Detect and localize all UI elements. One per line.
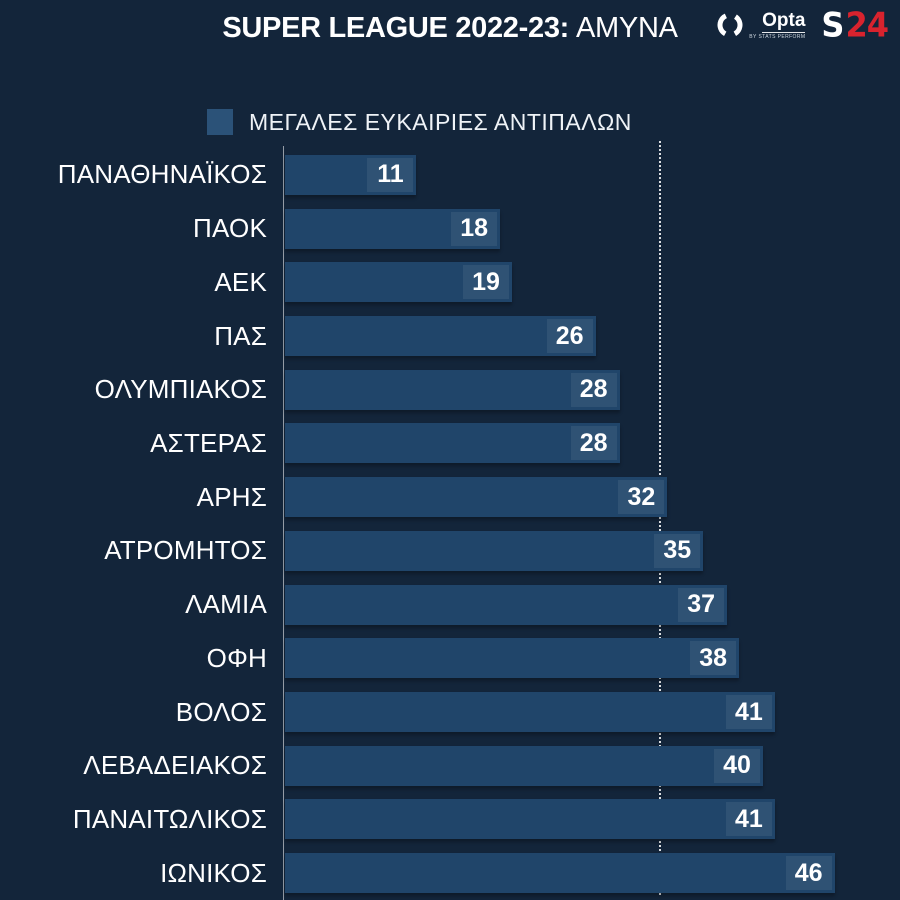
team-label: ΛΕΒΑΔΕΙΑΚΟΣ bbox=[83, 750, 267, 781]
bar-track: 32 bbox=[284, 477, 900, 518]
s24-logo-s: S bbox=[821, 5, 844, 45]
bar-rows-container: ΠΑΝΑΘΗΝΑΪΚΟΣ 11 ΠΑΟΚ 18 ΑΕΚ 19 ΠΑΣ 26 ΟΛΥΜΠΙΑΚΟΣ… bbox=[0, 148, 900, 900]
value-bar: 19 bbox=[285, 262, 513, 303]
team-label: ΠΑΟΚ bbox=[193, 213, 267, 244]
value-label: 19 bbox=[463, 265, 510, 300]
bar-track: 38 bbox=[284, 638, 900, 679]
value-bar: 26 bbox=[285, 316, 596, 357]
value-bar: 41 bbox=[285, 799, 775, 840]
value-label: 35 bbox=[654, 533, 701, 568]
team-label: ΑΤΡΟΜΗΤΟΣ bbox=[104, 535, 267, 566]
opta-logo: Opta BY STATS PERFORM bbox=[717, 9, 806, 40]
value-bar: 18 bbox=[285, 208, 501, 249]
bar-row: ΠΑΣ 26 bbox=[0, 309, 900, 363]
bar-track: 18 bbox=[284, 208, 900, 249]
value-label: 32 bbox=[618, 480, 665, 515]
chart-legend: ΜΕΓΑΛΕΣ ΕΥΚΑΙΡΙΕΣ ΑΝΤΙΠΑΛΩΝ bbox=[207, 108, 632, 136]
bar-track: 26 bbox=[284, 316, 900, 357]
value-bar: 28 bbox=[285, 423, 620, 464]
value-bar: 46 bbox=[285, 853, 835, 894]
bar-track: 11 bbox=[284, 154, 900, 195]
bar-row: ΙΩΝΙΚΟΣ 46 bbox=[0, 846, 900, 900]
bar-row: ΠΑΝΑΙΤΩΛΙΚΟΣ 41 bbox=[0, 793, 900, 847]
team-label: ΑΕΚ bbox=[214, 266, 267, 297]
value-bar: 40 bbox=[285, 745, 763, 786]
bar-row: ΑΣΤΕΡΑΣ 28 bbox=[0, 417, 900, 471]
bar-row: ΒΟΛΟΣ 41 bbox=[0, 685, 900, 739]
bar-row: ΟΛΥΜΠΙΑΚΟΣ 28 bbox=[0, 363, 900, 417]
value-bar: 38 bbox=[285, 638, 740, 679]
bar-row: ΠΑΟΚ 18 bbox=[0, 202, 900, 256]
bar-row: ΠΑΝΑΘΗΝΑΪΚΟΣ 11 bbox=[0, 148, 900, 202]
team-label: ΑΣΤΕΡΑΣ bbox=[150, 427, 267, 458]
opta-o-icon bbox=[717, 10, 743, 40]
value-label: 41 bbox=[725, 695, 772, 730]
legend-swatch-icon bbox=[207, 109, 233, 135]
team-label: ΠΑΣ bbox=[214, 320, 267, 351]
value-label: 26 bbox=[546, 319, 593, 354]
team-label: ΙΩΝΙΚΟΣ bbox=[160, 857, 267, 888]
value-bar: 32 bbox=[285, 477, 668, 518]
bar-track: 35 bbox=[284, 530, 900, 571]
team-label: ΠΑΝΑΘΗΝΑΪΚΟΣ bbox=[57, 159, 267, 190]
value-label: 28 bbox=[570, 372, 617, 407]
team-label: ΟΛΥΜΠΙΑΚΟΣ bbox=[94, 374, 267, 405]
page-title: SUPER LEAGUE 2022-23: ΑΜΥΝΑ bbox=[0, 11, 900, 45]
opta-word: Opta bbox=[762, 9, 806, 33]
team-label: ΑΡΗΣ bbox=[196, 481, 267, 512]
bar-row: ΟΦΗ 38 bbox=[0, 631, 900, 685]
bar-track: 41 bbox=[284, 799, 900, 840]
average-reference-dotted-line bbox=[659, 141, 661, 895]
bar-row: ΑΤΡΟΜΗΤΟΣ 35 bbox=[0, 524, 900, 578]
bar-row: ΛΑΜΙΑ 37 bbox=[0, 578, 900, 632]
opta-subtext: BY STATS PERFORM bbox=[749, 33, 806, 40]
y-axis-baseline bbox=[283, 146, 284, 900]
value-label: 40 bbox=[714, 748, 760, 783]
value-label: 41 bbox=[725, 802, 772, 837]
value-bar: 35 bbox=[285, 530, 704, 571]
value-bar: 28 bbox=[285, 369, 620, 410]
team-label: ΟΦΗ bbox=[206, 642, 267, 673]
value-label: 18 bbox=[451, 211, 498, 246]
bar-row: ΛΕΒΑΔΕΙΑΚΟΣ 40 bbox=[0, 739, 900, 793]
value-label: 46 bbox=[785, 856, 832, 891]
bar-row: ΑΡΗΣ 32 bbox=[0, 470, 900, 524]
value-label: 28 bbox=[570, 426, 617, 461]
value-bar: 37 bbox=[285, 584, 728, 625]
bar-row: ΑΕΚ 19 bbox=[0, 255, 900, 309]
bar-track: 28 bbox=[284, 369, 900, 410]
legend-label: ΜΕΓΑΛΕΣ ΕΥΚΑΙΡΙΕΣ ΑΝΤΙΠΑΛΩΝ bbox=[249, 108, 632, 135]
team-label: ΒΟΛΟΣ bbox=[175, 696, 267, 727]
value-label: 38 bbox=[690, 641, 737, 676]
s24-logo-24: 24 bbox=[845, 5, 889, 45]
bar-track: 19 bbox=[284, 262, 900, 303]
bar-track: 28 bbox=[284, 423, 900, 464]
value-label: 11 bbox=[367, 157, 414, 192]
value-bar: 41 bbox=[285, 692, 775, 733]
bar-track: 41 bbox=[284, 692, 900, 733]
bar-track: 40 bbox=[284, 745, 900, 786]
value-bar: 11 bbox=[285, 154, 417, 195]
title-competition: SUPER LEAGUE 2022-23: bbox=[222, 12, 570, 44]
team-label: ΛΑΜΙΑ bbox=[185, 589, 267, 620]
bar-chart-plot: ΠΑΝΑΘΗΝΑΪΚΟΣ 11 ΠΑΟΚ 18 ΑΕΚ 19 ΠΑΣ 26 ΟΛΥΜΠΙΑΚΟΣ… bbox=[0, 141, 900, 900]
bar-track: 37 bbox=[284, 584, 900, 625]
opta-wordmark: Opta BY STATS PERFORM bbox=[749, 9, 806, 40]
logo-group: Opta BY STATS PERFORM S24 bbox=[717, 5, 889, 45]
title-topic: ΑΜΥΝΑ bbox=[576, 12, 678, 44]
team-label: ΠΑΝΑΙΤΩΛΙΚΟΣ bbox=[72, 803, 267, 834]
s24-logo: S24 bbox=[821, 5, 889, 45]
bar-track: 46 bbox=[284, 853, 900, 894]
value-label: 37 bbox=[678, 587, 725, 622]
